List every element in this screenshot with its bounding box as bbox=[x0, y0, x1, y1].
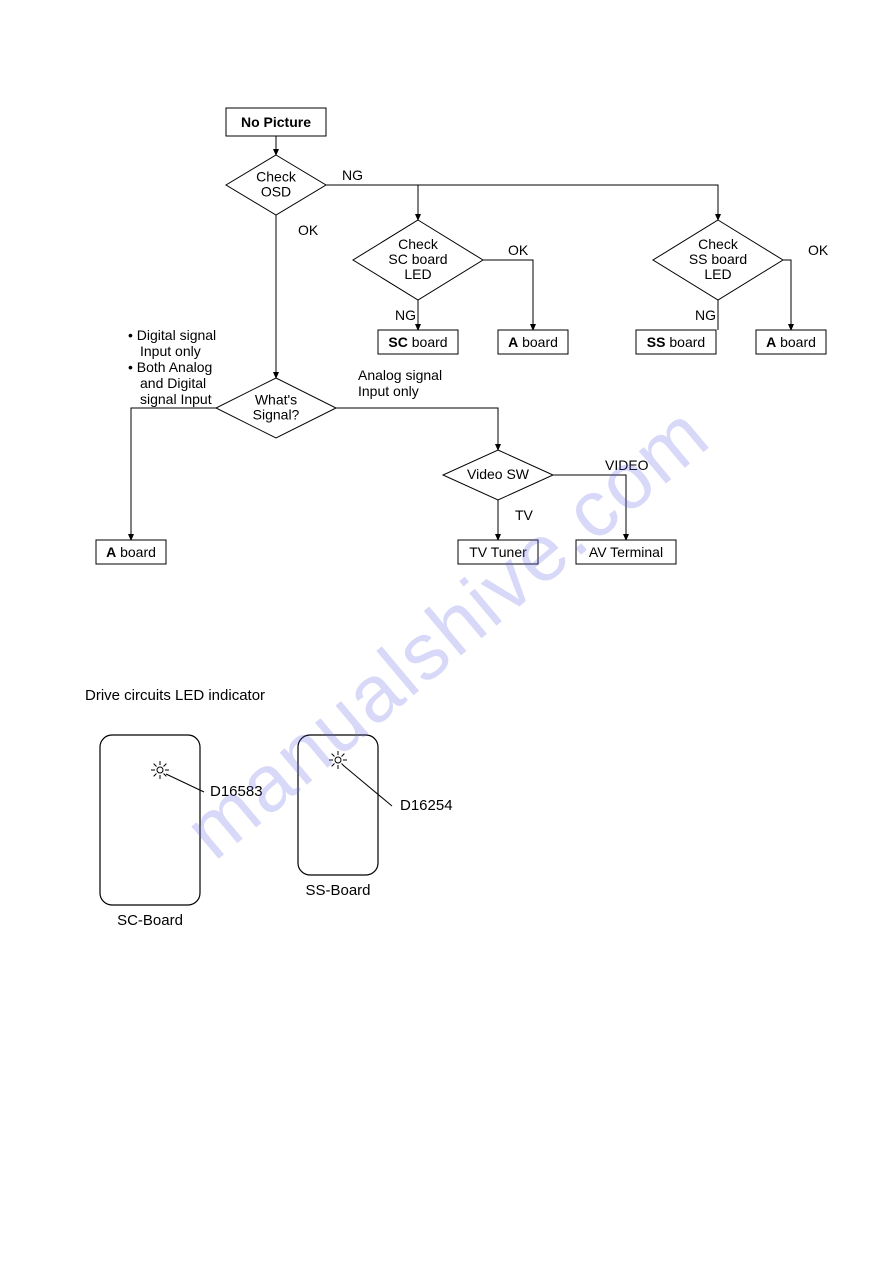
node-label: SC board bbox=[388, 251, 447, 267]
node-label: A board bbox=[106, 544, 156, 560]
node-label: AV Terminal bbox=[589, 544, 663, 560]
flow-edge bbox=[336, 408, 498, 450]
node-label: Video SW bbox=[467, 466, 530, 482]
node-label: Check bbox=[256, 169, 297, 185]
board-name: SS-Board bbox=[305, 882, 370, 899]
board-name: SC-Board bbox=[117, 912, 183, 929]
annotation-text: Analog signal bbox=[358, 367, 442, 383]
node-label: TV Tuner bbox=[469, 544, 527, 560]
led-section-title: Drive circuits LED indicator bbox=[85, 687, 265, 704]
edge-label: NG bbox=[695, 307, 716, 323]
edge-label: NG bbox=[342, 167, 363, 183]
node-label: LED bbox=[704, 266, 731, 282]
node-label: A board bbox=[508, 334, 558, 350]
node-label: What's bbox=[255, 392, 297, 408]
diagram-canvas: NGOKNGOKNGOKTVVIDEONo PictureCheckOSDChe… bbox=[0, 0, 893, 1263]
annotation-text: and Digital bbox=[140, 375, 206, 391]
led-icon bbox=[151, 761, 169, 779]
node-label: Check bbox=[398, 236, 439, 252]
node-label: SC board bbox=[388, 334, 447, 350]
annotation-text: signal Input bbox=[140, 391, 212, 407]
annotation-text: • Both Analog bbox=[128, 359, 212, 375]
node-label: OSD bbox=[261, 184, 291, 200]
led-label: D16254 bbox=[400, 797, 453, 814]
edge-label: OK bbox=[298, 222, 319, 238]
flow-edge bbox=[131, 408, 216, 540]
flow-edge bbox=[553, 475, 626, 540]
edge-label: NG bbox=[395, 307, 416, 323]
callout-line bbox=[166, 774, 204, 792]
flow-edge bbox=[483, 260, 533, 330]
node-label: A board bbox=[766, 334, 816, 350]
edge-label: OK bbox=[508, 242, 529, 258]
node-label: Signal? bbox=[253, 407, 300, 423]
node-label: Check bbox=[698, 236, 739, 252]
edge-label: VIDEO bbox=[605, 457, 649, 473]
annotation-text: • Digital signal bbox=[128, 327, 216, 343]
flow-edge bbox=[326, 185, 418, 220]
flow-edge bbox=[418, 185, 718, 220]
annotation-text: Input only bbox=[140, 343, 201, 359]
node-label: No Picture bbox=[241, 114, 311, 130]
node-label: SS board bbox=[689, 251, 747, 267]
board-outline bbox=[298, 735, 378, 875]
node-label: LED bbox=[404, 266, 431, 282]
edge-label: OK bbox=[808, 242, 829, 258]
flow-edge bbox=[783, 260, 791, 330]
board-outline bbox=[100, 735, 200, 905]
annotation-text: Input only bbox=[358, 383, 419, 399]
node-label: SS board bbox=[647, 334, 705, 350]
callout-line bbox=[344, 766, 392, 806]
led-label: D16583 bbox=[210, 783, 263, 800]
edge-label: TV bbox=[515, 507, 534, 523]
